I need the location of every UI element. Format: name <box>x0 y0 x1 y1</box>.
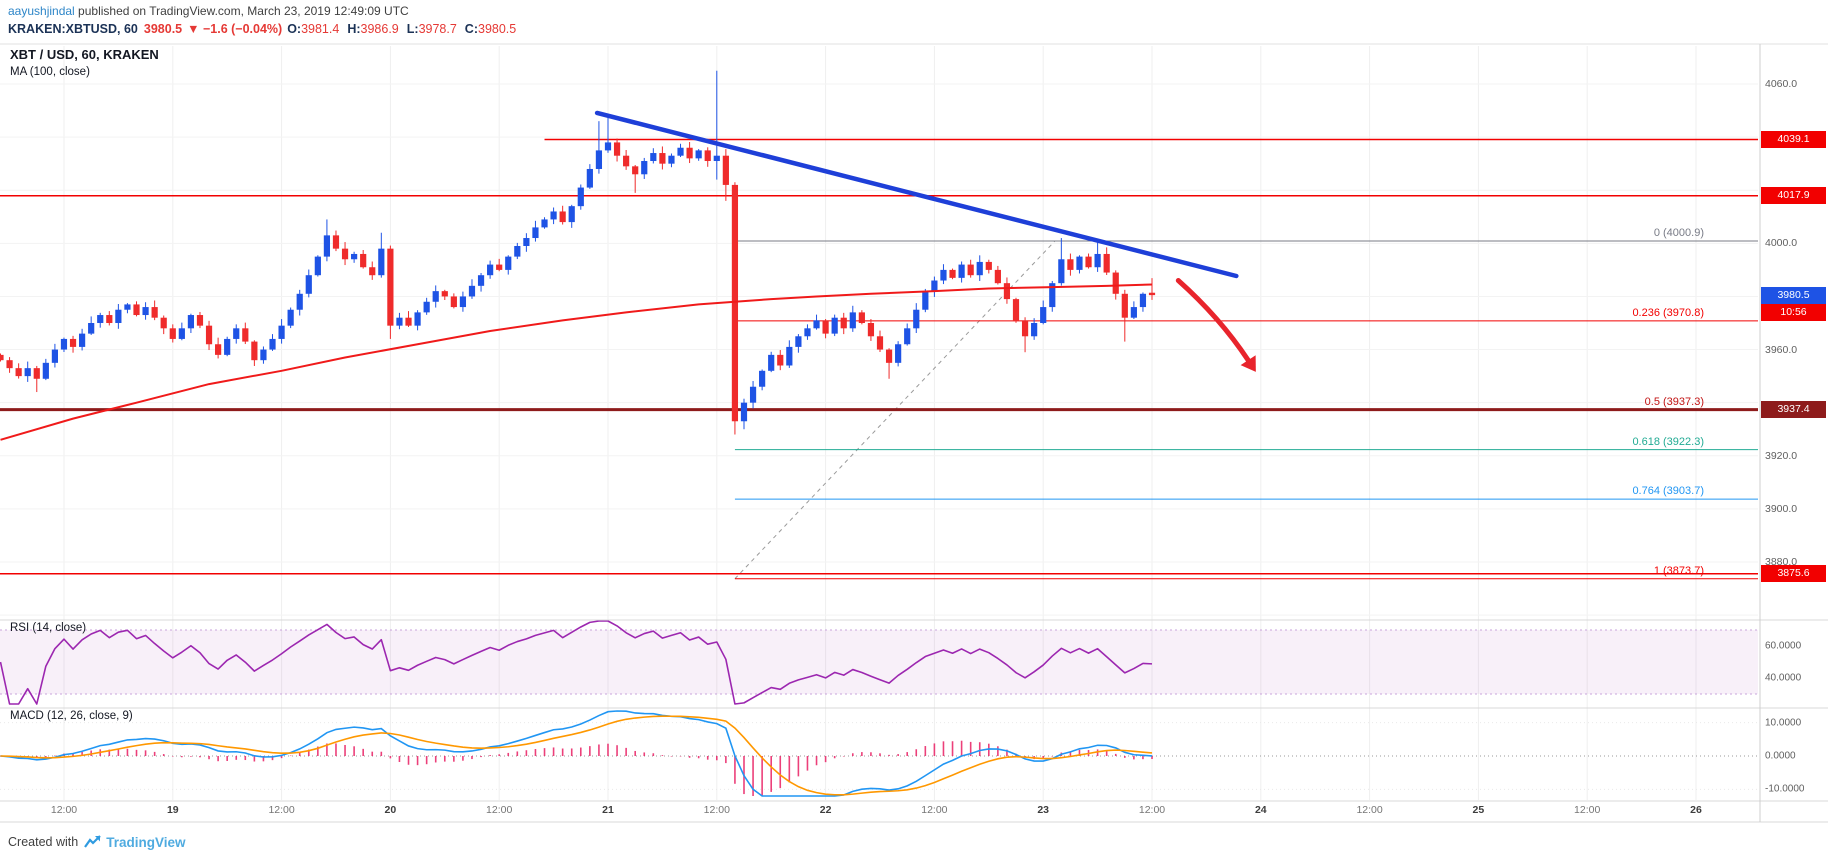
publish-info: aayushjindal published on TradingView.co… <box>8 4 409 18</box>
tradingview-wordmark: TradingView <box>106 834 186 850</box>
footer: Created with TradingView <box>8 829 185 855</box>
symbol-title: KRAKEN:XBTUSD, 60 <box>8 22 138 36</box>
price-change-text: ▼ −1.6 (−0.04%) <box>187 22 283 36</box>
ohlc-label: C: <box>464 22 478 36</box>
macd-indicator-label: MACD (12, 26, close, 9) <box>10 710 133 722</box>
rsi-legend: RSI (14, close) <box>10 622 86 634</box>
ohlc-label: H: <box>347 22 361 36</box>
macd-legend: MACD (12, 26, close, 9) <box>10 710 133 722</box>
ohlc-value: 3986.9 <box>360 22 399 36</box>
last-price-text: 3980.5 <box>143 22 183 36</box>
time-axis[interactable] <box>0 801 1760 822</box>
ma-indicator-label: MA (100, close) <box>10 66 90 78</box>
ohlc-label: O: <box>287 22 302 36</box>
symbol-row: KRAKEN:XBTUSD, 60 3980.5 ▼ −1.6 (−0.04%) O:… <box>8 22 524 36</box>
tradingview-link[interactable]: TradingView <box>84 835 185 850</box>
tradingview-logo-icon <box>84 835 101 848</box>
rsi-indicator-label: RSI (14, close) <box>10 622 87 634</box>
publish-text: published on TradingView.com, March 23, … <box>74 4 409 18</box>
created-with-text: Created with <box>8 835 79 849</box>
main-series-title: XBT / USD, 60, KRAKEN <box>10 47 159 62</box>
ohlc-group: O:3981.4 H:3986.9 L:3978.7 C:3980.5 <box>287 22 524 36</box>
ohlc-value: 3981.4 <box>301 22 340 36</box>
price-axis[interactable] <box>1760 44 1828 801</box>
ohlc-value: 3978.7 <box>418 22 457 36</box>
ohlc-value: 3980.5 <box>478 22 517 36</box>
main-legend: XBT / USD, 60, KRAKEN MA (100, close) <box>10 47 159 78</box>
ohlc-label: L: <box>406 22 419 36</box>
author-link[interactable]: aayushjindal <box>8 4 75 18</box>
